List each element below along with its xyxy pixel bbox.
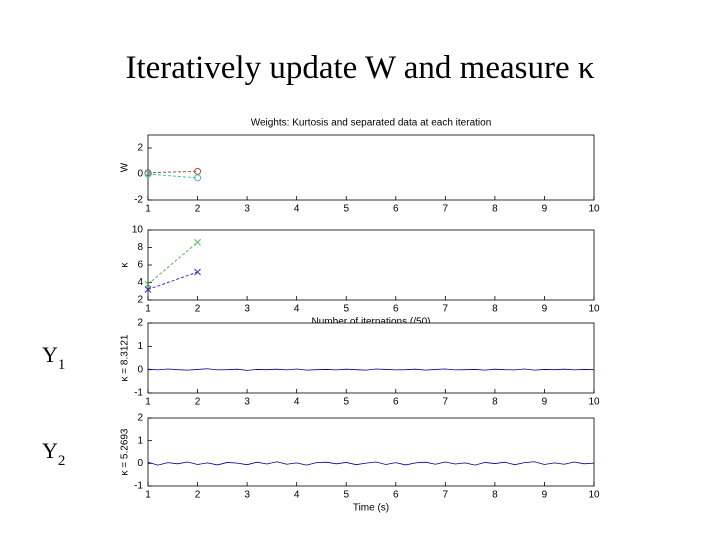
y-tick-label: 0 (137, 169, 143, 180)
label-sub: 2 (58, 453, 66, 469)
y-tick-label: -1 (134, 388, 143, 399)
y-axis-label: κ = 8.3121 (120, 334, 131, 381)
x-tick-label: 2 (195, 204, 201, 215)
x-tick-label: 4 (294, 397, 300, 408)
x-tick-label: 3 (244, 204, 250, 215)
marker (144, 286, 152, 293)
series-line (147, 241, 198, 285)
series-line (147, 461, 595, 466)
axes-box (147, 417, 595, 487)
x-tick-label: 5 (343, 490, 349, 501)
x-tick-label: 5 (343, 204, 349, 215)
x-tick-label: 9 (542, 304, 548, 315)
series-line (147, 368, 595, 371)
x-tick-label: 6 (393, 304, 399, 315)
x-tick-label: 7 (443, 204, 449, 215)
x-tick-label: 6 (393, 490, 399, 501)
x-tick-label: 1 (145, 304, 151, 315)
x-tick-label: 10 (588, 490, 600, 501)
x-tick-label: 9 (542, 490, 548, 501)
x-tick-label: 6 (393, 204, 399, 215)
y-tick-label: 2 (137, 318, 143, 329)
marker (144, 280, 152, 288)
y-tick-label: 2 (137, 295, 143, 306)
series-line (147, 173, 198, 179)
x-tick-label: 4 (294, 204, 300, 215)
x-tick-label: 2 (195, 304, 201, 315)
x-axis-label: Time (s) (353, 503, 389, 514)
x-tick-label: 7 (443, 304, 449, 315)
y-tick-label: 0 (137, 364, 143, 375)
y-tick-label: 4 (137, 277, 143, 288)
y-tick-label: 8 (137, 242, 143, 253)
x-tick-label: 6 (393, 397, 399, 408)
y-tick-label: 0 (137, 458, 143, 469)
x-tick-label: 3 (244, 304, 250, 315)
marker (144, 170, 152, 178)
x-tick-label: 8 (492, 204, 498, 215)
marker (194, 174, 202, 182)
x-tick-label: 1 (145, 204, 151, 215)
y-tick-label: 10 (132, 225, 144, 236)
x-tick-label: 3 (244, 490, 250, 501)
slide-title: Iteratively update W and measure κ (126, 50, 595, 86)
x-tick-label: 2 (195, 397, 201, 408)
x-tick-label: 8 (492, 397, 498, 408)
x-tick-label: 1 (145, 397, 151, 408)
x-tick-label: 8 (492, 304, 498, 315)
series-line (147, 170, 198, 174)
x-tick-label: 7 (443, 397, 449, 408)
y-tick-label: -2 (134, 195, 143, 206)
chart-title: Weights: Kurtosis and separated data at … (251, 118, 492, 129)
y-axis-label: κ (120, 262, 131, 268)
row-label: Y1 (42, 342, 65, 373)
row-label: Y2 (42, 438, 65, 469)
x-tick-label: 5 (343, 397, 349, 408)
x-tick-label: 4 (294, 304, 300, 315)
x-tick-label: 4 (294, 490, 300, 501)
x-tick-label: 8 (492, 490, 498, 501)
x-tick-label: 2 (195, 490, 201, 501)
series-line (147, 271, 198, 290)
label-sub: 1 (58, 357, 66, 373)
x-tick-label: 9 (542, 204, 548, 215)
x-tick-label: 10 (588, 304, 600, 315)
axes-box (147, 134, 595, 201)
x-axis-label: Number of iternations (/50) (312, 317, 431, 328)
label-main: Y (42, 438, 58, 463)
x-tick-label: 1 (145, 490, 151, 501)
marker (194, 238, 201, 246)
x-tick-label: 7 (443, 490, 449, 501)
y-tick-label: -1 (134, 481, 143, 492)
x-tick-label: 10 (588, 204, 600, 215)
y-tick-label: 1 (137, 435, 143, 446)
axes-box (147, 322, 595, 394)
y-axis-label: W (120, 162, 131, 172)
y-axis-label: κ = 5.2693 (120, 428, 131, 475)
axes-box (147, 229, 595, 301)
y-tick-label: 6 (137, 260, 143, 271)
x-tick-label: 9 (542, 397, 548, 408)
x-tick-label: 3 (244, 397, 250, 408)
y-tick-label: 2 (137, 143, 143, 154)
y-tick-label: 1 (137, 341, 143, 352)
marker (194, 268, 201, 276)
x-tick-label: 10 (588, 397, 600, 408)
label-main: Y (42, 342, 58, 367)
x-tick-label: 5 (343, 304, 349, 315)
y-tick-label: 2 (137, 413, 143, 424)
